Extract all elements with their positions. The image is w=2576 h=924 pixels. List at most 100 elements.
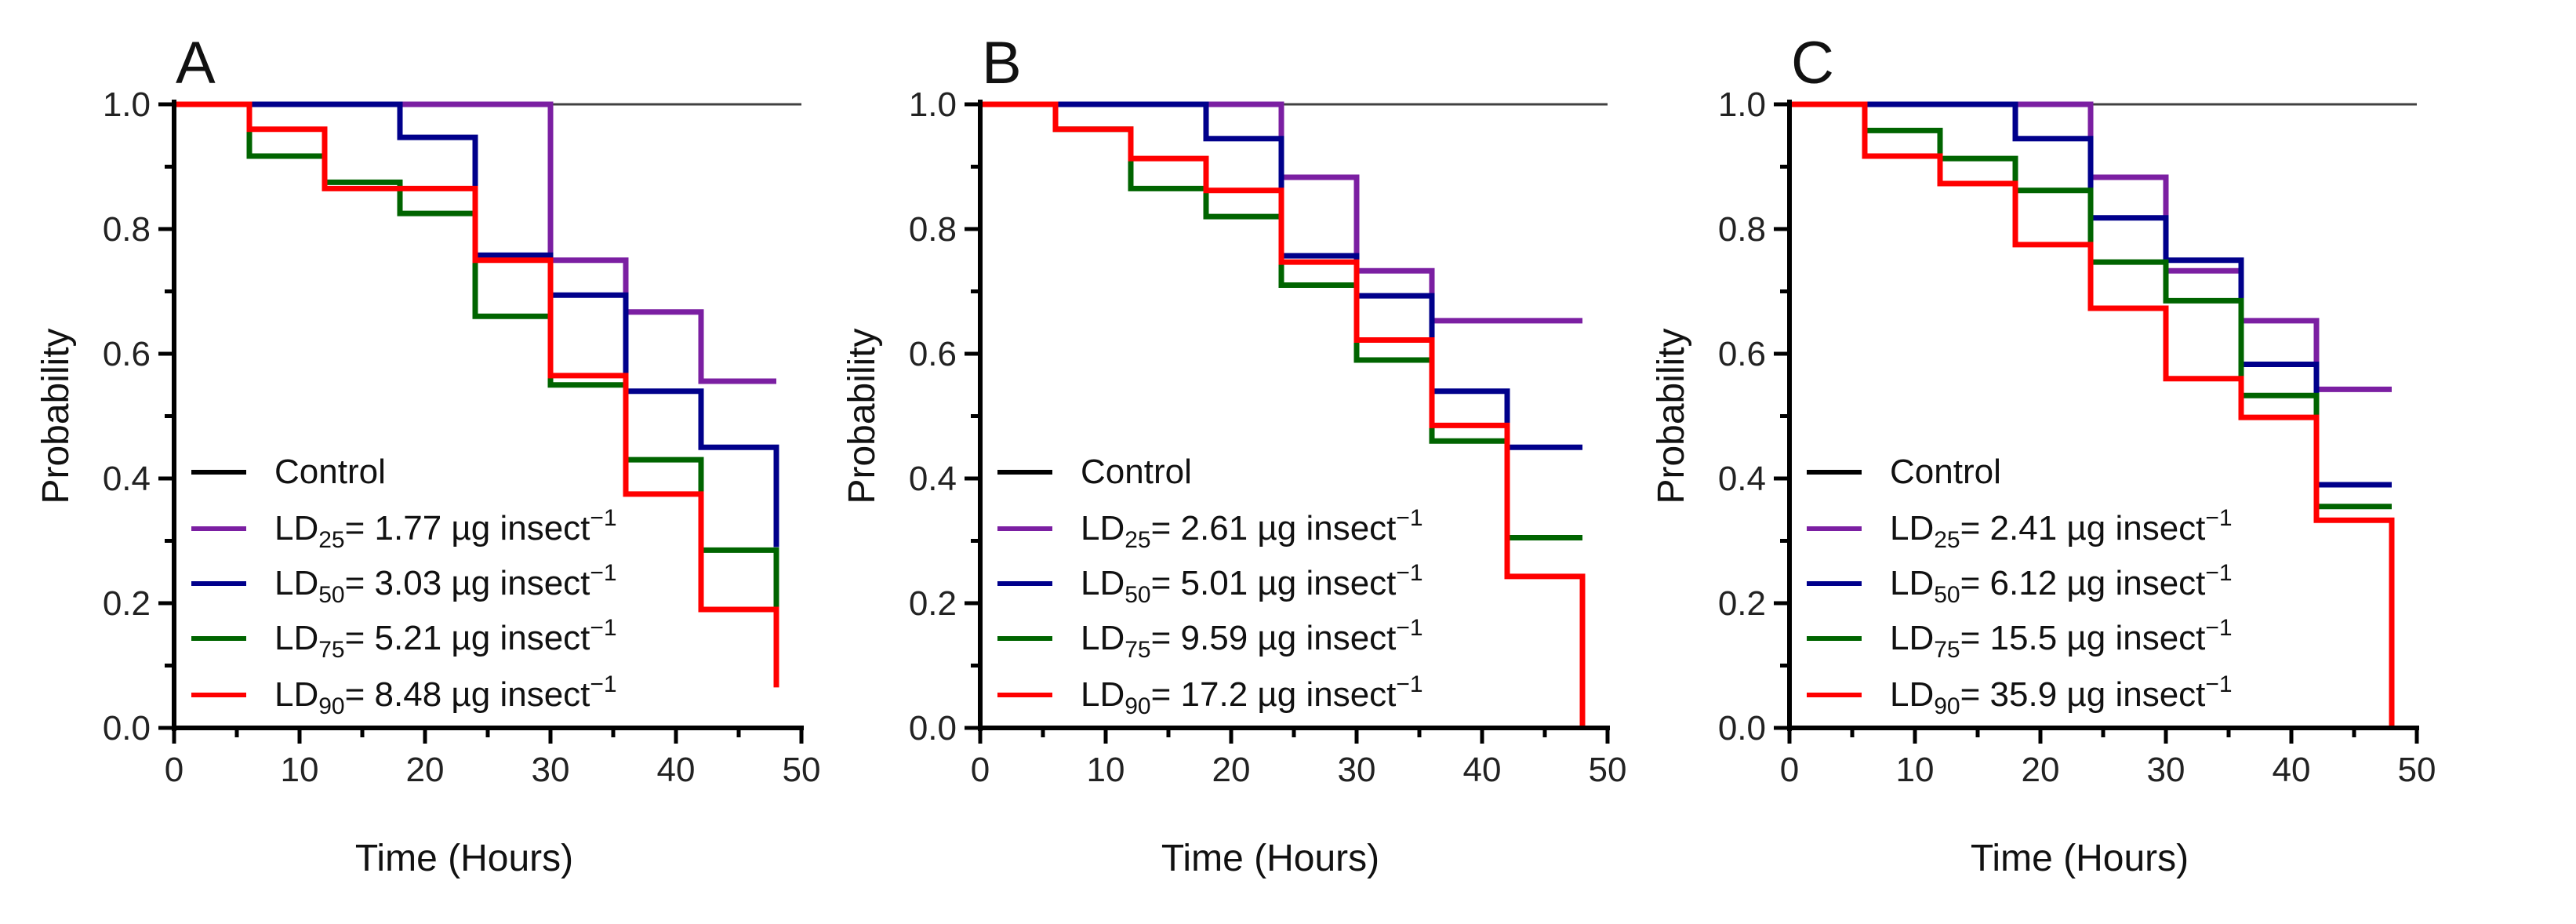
x-tick-label: 40 — [657, 751, 696, 789]
y-tick-label: 0.6 — [1718, 335, 1766, 373]
legend-label-sup: −1 — [590, 505, 616, 531]
x-axis-title: Time (Hours) — [1161, 838, 1379, 879]
legend-label-sup: −1 — [590, 615, 616, 641]
legend-label: LD50= 6.12 µg insect−1 — [1890, 560, 2233, 608]
legend-label-sub: 90 — [318, 693, 344, 719]
x-tick-label: 30 — [2147, 751, 2185, 789]
legend-label-prefix: LD — [1890, 509, 1934, 547]
y-tick-label: 0.6 — [909, 335, 957, 373]
legend-item-ld90: LD90= 8.48 µg insect−1 — [191, 671, 617, 719]
y-tick-label: 0.2 — [1718, 584, 1766, 623]
legend-item-ld75: LD75= 9.59 µg insect−1 — [997, 615, 1423, 663]
legend-label-prefix: LD — [274, 509, 318, 547]
legend-label-sub: 90 — [1934, 693, 1960, 719]
x-tick-label: 40 — [2273, 751, 2311, 789]
legend-item-ld25: LD25= 1.77 µg insect−1 — [191, 505, 617, 553]
legend-label: Control — [1081, 453, 1192, 491]
legend-label-prefix: Control — [274, 453, 386, 491]
panel-letter: B — [982, 30, 1022, 96]
x-tick-label: 10 — [1087, 751, 1125, 789]
legend-label-sub: 50 — [1125, 582, 1150, 608]
series-line-ld90 — [1789, 101, 2395, 728]
legend: Control LD25= 1.77 µg insect−1 LD50= 3.03 … — [191, 453, 617, 719]
legend-item-ld75: LD75= 15.5 µg insect−1 — [1807, 615, 2233, 663]
legend-label-rest: = 8.48 µg insect — [345, 675, 590, 714]
y-tick-label: 0.4 — [103, 460, 151, 498]
x-tick-label: 10 — [1896, 751, 1935, 789]
legend-label-sup: −1 — [590, 560, 616, 586]
legend-label-rest: = 2.41 µg insect — [1960, 509, 2206, 547]
y-tick-label: 0.0 — [1718, 709, 1766, 748]
panel-letter: A — [176, 30, 216, 96]
legend-label-prefix: LD — [1890, 675, 1934, 714]
x-tick-label: 20 — [406, 751, 445, 789]
panel-a: A 0.0 0.2 0.4 0.6 0.8 1.0 0 10 20 30 40 50 Time (Hour… — [35, 30, 820, 879]
x-tick-label: 50 — [783, 751, 821, 789]
legend-label: Control — [1890, 453, 2001, 491]
legend-label-prefix: LD — [274, 619, 318, 657]
legend-label: LD50= 3.03 µg insect−1 — [274, 560, 617, 608]
legend-label-sub: 75 — [1125, 637, 1150, 663]
y-tick-label: 0.8 — [1718, 210, 1766, 249]
y-tick-label: 0.4 — [1718, 460, 1766, 498]
legend-label: Control — [274, 453, 386, 491]
legend-item-ld90: LD90= 35.9 µg insect−1 — [1807, 671, 2233, 719]
y-tick-label: 1.0 — [909, 85, 957, 124]
series-group — [174, 101, 801, 688]
legend-item-ld90: LD90= 17.2 µg insect−1 — [997, 671, 1423, 719]
x-tick-label: 0 — [1780, 751, 1799, 789]
legend-label-sup: −1 — [1396, 615, 1422, 641]
series-line-ld75 — [1789, 101, 2392, 510]
legend-label-rest: = 17.2 µg insect — [1151, 675, 1397, 714]
legend: Control LD25= 2.41 µg insect−1 LD50= 6.12 … — [1807, 453, 2233, 719]
legend-label-sup: −1 — [2205, 671, 2232, 697]
legend-item-ld50: LD50= 6.12 µg insect−1 — [1807, 560, 2233, 608]
y-tick-label: 0.0 — [909, 709, 957, 748]
y-tick-label: 0.2 — [103, 584, 151, 623]
legend-label: LD75= 5.21 µg insect−1 — [274, 615, 617, 663]
y-tick-label: 1.0 — [1718, 85, 1766, 124]
legend-label-prefix: Control — [1081, 453, 1192, 491]
y-axis-title: Probability — [1651, 328, 1692, 504]
legend-label: LD50= 5.01 µg insect−1 — [1081, 560, 1423, 608]
legend-label: LD25= 1.77 µg insect−1 — [274, 505, 617, 553]
y-axis-title: Probability — [35, 328, 77, 504]
y-tick-label: 0.8 — [103, 210, 151, 249]
x-tick-label: 10 — [281, 751, 319, 789]
legend-label: LD25= 2.41 µg insect−1 — [1890, 505, 2233, 553]
x-tick-label: 50 — [1589, 751, 1627, 789]
panel-b: B 0.0 0.2 0.4 0.6 0.8 1.0 0 10 20 30 40 50 Time (Hour… — [841, 30, 1626, 879]
series-line-ld90 — [174, 101, 779, 688]
y-tick-label: 0.4 — [909, 460, 957, 498]
x-tick-label: 0 — [971, 751, 990, 789]
y-tick-label: 0.6 — [103, 335, 151, 373]
series-group — [1789, 101, 2417, 728]
x-tick-label: 50 — [2398, 751, 2436, 789]
legend-label-prefix: LD — [274, 564, 318, 602]
legend-label-rest: = 5.21 µg insect — [345, 619, 590, 657]
legend-label-prefix: LD — [1890, 619, 1934, 657]
x-tick-label: 30 — [1338, 751, 1376, 789]
legend-label-prefix: LD — [1081, 564, 1125, 602]
legend-label: LD90= 35.9 µg insect−1 — [1890, 671, 2233, 719]
legend-item-ld75: LD75= 5.21 µg insect−1 — [191, 615, 617, 663]
y-tick-label: 0.8 — [909, 210, 957, 249]
legend-label-sub: 25 — [1125, 527, 1150, 553]
legend-label-rest: = 1.77 µg insect — [345, 509, 590, 547]
legend-label-sub: 50 — [1934, 582, 1960, 608]
legend-label-rest: = 15.5 µg insect — [1960, 619, 2206, 657]
legend-label: LD75= 15.5 µg insect−1 — [1890, 615, 2233, 663]
legend-label-sub: 90 — [1125, 693, 1150, 719]
legend-item-control: Control — [191, 453, 386, 491]
legend-item-ld50: LD50= 3.03 µg insect−1 — [191, 560, 617, 608]
series-line-ld90 — [980, 101, 1586, 728]
legend-label: LD90= 8.48 µg insect−1 — [274, 671, 617, 719]
legend-label-prefix: LD — [1081, 675, 1125, 714]
legend-label: LD90= 17.2 µg insect−1 — [1081, 671, 1423, 719]
legend-label-rest: = 5.01 µg insect — [1151, 564, 1397, 602]
series-line-ld50 — [174, 101, 779, 547]
legend-label-rest: = 2.61 µg insect — [1151, 509, 1397, 547]
x-axis-title: Time (Hours) — [1971, 838, 2189, 879]
